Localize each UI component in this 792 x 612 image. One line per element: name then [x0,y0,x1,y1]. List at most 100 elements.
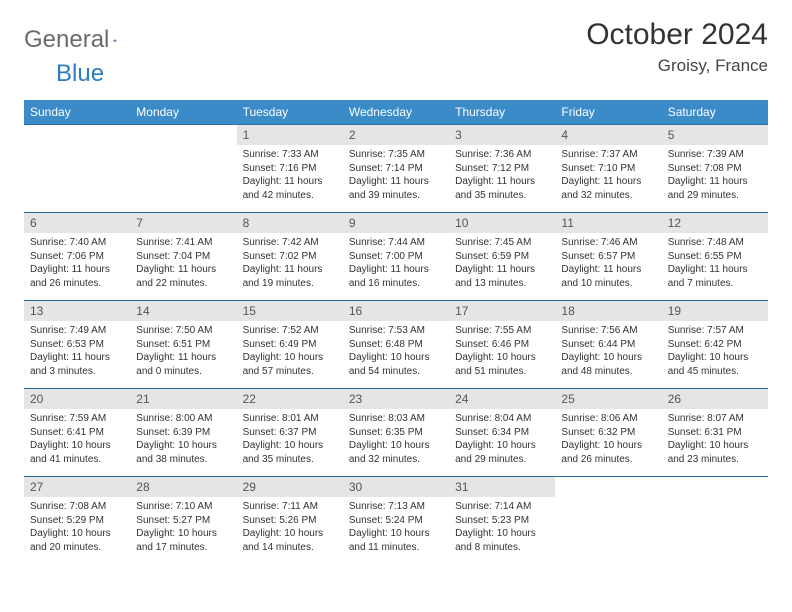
day-number: 2 [343,125,449,145]
sunset-text: Sunset: 7:12 PM [455,162,549,176]
day-number: 10 [449,213,555,233]
sunrise-text: Sunrise: 7:42 AM [243,236,337,250]
daylight-text: Daylight: 11 hours and 39 minutes. [349,175,443,202]
daylight-text: Daylight: 10 hours and 11 minutes. [349,527,443,554]
day-number: 7 [130,213,236,233]
weekday-header: Tuesday [237,100,343,125]
calendar-week-row: 6Sunrise: 7:40 AMSunset: 7:06 PMDaylight… [24,213,768,301]
calendar-cell: 14Sunrise: 7:50 AMSunset: 6:51 PMDayligh… [130,301,236,389]
sunrise-text: Sunrise: 8:04 AM [455,412,549,426]
sunrise-text: Sunrise: 7:33 AM [243,148,337,162]
calendar-week-row: 1Sunrise: 7:33 AMSunset: 7:16 PMDaylight… [24,125,768,213]
sunrise-text: Sunrise: 8:07 AM [668,412,762,426]
calendar-body: 1Sunrise: 7:33 AMSunset: 7:16 PMDaylight… [24,125,768,565]
day-number: 14 [130,301,236,321]
day-content: Sunrise: 7:13 AMSunset: 5:24 PMDaylight:… [343,497,449,558]
daylight-text: Daylight: 11 hours and 22 minutes. [136,263,230,290]
weekday-header: Monday [130,100,236,125]
sunrise-text: Sunrise: 7:46 AM [561,236,655,250]
sunset-text: Sunset: 6:59 PM [455,250,549,264]
sunset-text: Sunset: 6:37 PM [243,426,337,440]
calendar-cell: 28Sunrise: 7:10 AMSunset: 5:27 PMDayligh… [130,477,236,565]
daylight-text: Daylight: 11 hours and 32 minutes. [561,175,655,202]
day-number: 5 [662,125,768,145]
day-number: 24 [449,389,555,409]
calendar-cell: 6Sunrise: 7:40 AMSunset: 7:06 PMDaylight… [24,213,130,301]
day-content: Sunrise: 8:04 AMSunset: 6:34 PMDaylight:… [449,409,555,470]
sunrise-text: Sunrise: 7:35 AM [349,148,443,162]
day-content: Sunrise: 8:00 AMSunset: 6:39 PMDaylight:… [130,409,236,470]
sunset-text: Sunset: 6:49 PM [243,338,337,352]
calendar-cell-empty [24,125,130,213]
sunrise-text: Sunrise: 7:52 AM [243,324,337,338]
day-content: Sunrise: 7:36 AMSunset: 7:12 PMDaylight:… [449,145,555,206]
calendar-cell: 24Sunrise: 8:04 AMSunset: 6:34 PMDayligh… [449,389,555,477]
day-number: 1 [237,125,343,145]
daylight-text: Daylight: 11 hours and 0 minutes. [136,351,230,378]
sunset-text: Sunset: 6:41 PM [30,426,124,440]
sunrise-text: Sunrise: 7:48 AM [668,236,762,250]
calendar-cell: 13Sunrise: 7:49 AMSunset: 6:53 PMDayligh… [24,301,130,389]
day-content: Sunrise: 8:06 AMSunset: 6:32 PMDaylight:… [555,409,661,470]
day-content: Sunrise: 7:37 AMSunset: 7:10 PMDaylight:… [555,145,661,206]
calendar-table: SundayMondayTuesdayWednesdayThursdayFrid… [24,100,768,565]
day-number: 30 [343,477,449,497]
calendar-cell: 29Sunrise: 7:11 AMSunset: 5:26 PMDayligh… [237,477,343,565]
location-label: Groisy, France [586,56,768,76]
sunset-text: Sunset: 7:16 PM [243,162,337,176]
day-content: Sunrise: 7:59 AMSunset: 6:41 PMDaylight:… [24,409,130,470]
sunset-text: Sunset: 5:24 PM [349,514,443,528]
title-block: October 2024 Groisy, France [586,18,768,76]
daylight-text: Daylight: 10 hours and 17 minutes. [136,527,230,554]
day-content: Sunrise: 7:53 AMSunset: 6:48 PMDaylight:… [343,321,449,382]
calendar-cell: 18Sunrise: 7:56 AMSunset: 6:44 PMDayligh… [555,301,661,389]
calendar-cell-empty [662,477,768,565]
day-number: 27 [24,477,130,497]
daylight-text: Daylight: 11 hours and 13 minutes. [455,263,549,290]
day-content: Sunrise: 7:08 AMSunset: 5:29 PMDaylight:… [24,497,130,558]
day-content: Sunrise: 8:03 AMSunset: 6:35 PMDaylight:… [343,409,449,470]
logo-text-blue: Blue [56,60,104,88]
day-content: Sunrise: 7:40 AMSunset: 7:06 PMDaylight:… [24,233,130,294]
weekday-header: Thursday [449,100,555,125]
daylight-text: Daylight: 10 hours and 54 minutes. [349,351,443,378]
calendar-cell: 16Sunrise: 7:53 AMSunset: 6:48 PMDayligh… [343,301,449,389]
sunrise-text: Sunrise: 7:13 AM [349,500,443,514]
sunset-text: Sunset: 6:32 PM [561,426,655,440]
day-content: Sunrise: 8:07 AMSunset: 6:31 PMDaylight:… [662,409,768,470]
day-number: 16 [343,301,449,321]
daylight-text: Daylight: 11 hours and 7 minutes. [668,263,762,290]
day-number: 26 [662,389,768,409]
day-content: Sunrise: 8:01 AMSunset: 6:37 PMDaylight:… [237,409,343,470]
daylight-text: Daylight: 10 hours and 26 minutes. [561,439,655,466]
daylight-text: Daylight: 11 hours and 19 minutes. [243,263,337,290]
sunset-text: Sunset: 6:44 PM [561,338,655,352]
sunrise-text: Sunrise: 7:10 AM [136,500,230,514]
daylight-text: Daylight: 10 hours and 45 minutes. [668,351,762,378]
day-content: Sunrise: 7:52 AMSunset: 6:49 PMDaylight:… [237,321,343,382]
day-content: Sunrise: 7:33 AMSunset: 7:16 PMDaylight:… [237,145,343,206]
day-content: Sunrise: 7:44 AMSunset: 7:00 PMDaylight:… [343,233,449,294]
sunset-text: Sunset: 6:42 PM [668,338,762,352]
sunrise-text: Sunrise: 7:14 AM [455,500,549,514]
daylight-text: Daylight: 11 hours and 3 minutes. [30,351,124,378]
sunset-text: Sunset: 6:31 PM [668,426,762,440]
sunrise-text: Sunrise: 8:06 AM [561,412,655,426]
calendar-head: SundayMondayTuesdayWednesdayThursdayFrid… [24,100,768,125]
daylight-text: Daylight: 10 hours and 41 minutes. [30,439,124,466]
day-content: Sunrise: 7:42 AMSunset: 7:02 PMDaylight:… [237,233,343,294]
sunset-text: Sunset: 7:10 PM [561,162,655,176]
day-content: Sunrise: 7:41 AMSunset: 7:04 PMDaylight:… [130,233,236,294]
daylight-text: Daylight: 10 hours and 8 minutes. [455,527,549,554]
sunset-text: Sunset: 6:57 PM [561,250,655,264]
weekday-header: Sunday [24,100,130,125]
calendar-cell: 3Sunrise: 7:36 AMSunset: 7:12 PMDaylight… [449,125,555,213]
sunrise-text: Sunrise: 7:11 AM [243,500,337,514]
sunrise-text: Sunrise: 7:56 AM [561,324,655,338]
logo-mark-icon [113,30,117,50]
sunset-text: Sunset: 6:55 PM [668,250,762,264]
sunset-text: Sunset: 6:46 PM [455,338,549,352]
day-content: Sunrise: 7:48 AMSunset: 6:55 PMDaylight:… [662,233,768,294]
sunrise-text: Sunrise: 7:08 AM [30,500,124,514]
calendar-cell: 2Sunrise: 7:35 AMSunset: 7:14 PMDaylight… [343,125,449,213]
